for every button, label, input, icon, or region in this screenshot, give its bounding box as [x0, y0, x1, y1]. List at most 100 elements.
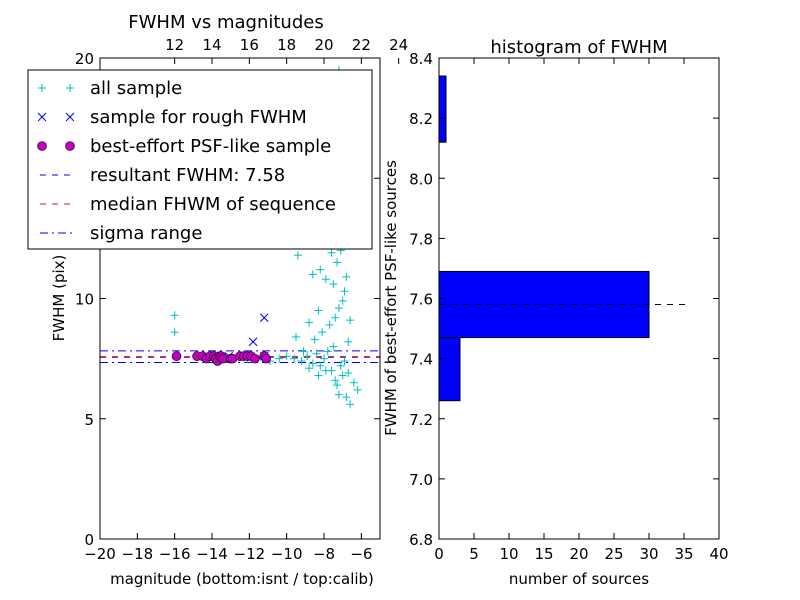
top-tick-label: 20	[314, 36, 333, 54]
top-tick-label: 14	[202, 36, 221, 54]
x-tick-label: 5	[469, 545, 479, 563]
circle-marker	[65, 141, 75, 151]
plus-marker	[342, 272, 351, 281]
top-tick-label: 16	[240, 36, 259, 54]
plus-marker	[297, 357, 306, 366]
plus-marker	[305, 364, 314, 373]
x-tick-label: −6	[350, 545, 372, 563]
plus-marker	[308, 359, 317, 368]
y-tick-label: 10	[75, 291, 94, 309]
x-marker	[259, 313, 269, 323]
histogram-title: histogram of FWHM	[490, 37, 667, 58]
histogram-y-ticks: 6.8 7.0 7.2 7.4 7.6 7.8 8.0 8.2 8.4	[409, 50, 719, 549]
x-tick-label: −12	[234, 545, 266, 563]
plus-marker	[314, 371, 323, 380]
plus-marker	[353, 385, 362, 394]
plus-marker	[321, 366, 330, 375]
x-tick-label: 25	[604, 545, 623, 563]
histogram-x-ticks: 0 5 10 15 20 25 30 35 40	[434, 58, 729, 563]
top-tick-label: 12	[165, 36, 184, 54]
y-tick-label: 7.0	[409, 471, 433, 489]
x-tick-label: −16	[159, 545, 191, 563]
plus-marker	[346, 400, 355, 409]
x-tick-label: −18	[122, 545, 154, 563]
plus-marker	[338, 371, 347, 380]
histogram-frame	[438, 57, 720, 540]
y-tick-label: 5	[84, 411, 94, 429]
plus-marker	[170, 311, 179, 320]
plus-marker	[170, 328, 179, 337]
scatter-title: FWHM vs magnitudes	[128, 12, 323, 33]
circle-marker	[171, 351, 182, 362]
legend-entry: sigma range	[40, 223, 202, 244]
scatter-panel: FWHM vs magnitudes 12 14 16 18 20 22 24 −20 −18…	[27, 12, 408, 588]
legend-entry: median FHWM of sequence	[40, 194, 336, 215]
y-tick-label: 7.2	[409, 411, 433, 429]
top-tick-label: 22	[352, 36, 371, 54]
scatter-y-label: FWHM (pix)	[50, 255, 68, 342]
legend-entry: sample for rough FWHM	[37, 107, 307, 128]
histogram-bar	[438, 270, 650, 339]
plus-marker	[282, 352, 291, 361]
legend-label: median FHWM of sequence	[90, 194, 336, 215]
top-tick-label: 18	[277, 36, 296, 54]
plus-marker	[66, 84, 74, 92]
plus-marker	[314, 306, 323, 315]
x-tick-label: 20	[569, 545, 588, 563]
plus-marker	[340, 287, 349, 296]
legend-entries: all sample sample for rough FWHM best-effo…	[37, 78, 336, 244]
x-tick-label: −10	[271, 545, 303, 563]
x-tick-label: −20	[84, 545, 116, 563]
plus-marker	[320, 354, 328, 363]
plus-marker	[316, 361, 325, 370]
plus-marker	[334, 390, 343, 399]
plus-marker	[346, 316, 355, 325]
plus-marker	[312, 349, 321, 358]
plus-marker	[338, 296, 347, 305]
scatter-x-ticks: −20 −18 −16 −14 −12 −10 −8 −6	[84, 533, 372, 563]
histogram-y-label: FWHM of best-effort PSF-like sources	[382, 160, 400, 436]
plus-marker	[333, 258, 342, 267]
scatter-frame	[99, 57, 381, 540]
legend-entry: resultant FWHM: 7.58	[40, 165, 285, 186]
x-tick-label: 0	[434, 545, 444, 563]
histogram-x-label: number of sources	[509, 570, 649, 588]
legend-label: sample for rough FWHM	[90, 107, 307, 128]
plus-marker	[340, 357, 349, 366]
plus-marker	[303, 352, 312, 361]
scatter-legend: all sample sample for rough FWHM best-effo…	[27, 69, 373, 250]
x-tick-label: 15	[534, 545, 553, 563]
plus-marker	[344, 369, 353, 378]
plus-marker	[38, 84, 46, 92]
plus-marker	[293, 251, 302, 260]
legend-label: resultant FWHM: 7.58	[90, 165, 285, 186]
scatter-top-ticks: 12 14 16 18 20 22 24	[165, 36, 408, 64]
plus-marker	[325, 320, 334, 329]
plus-marker	[292, 332, 300, 341]
legend-label: best-effort PSF-like sample	[90, 136, 331, 157]
x-marker	[248, 337, 258, 347]
plus-marker	[290, 354, 299, 363]
y-tick-label: 7.6	[409, 291, 433, 309]
plus-marker	[310, 335, 319, 344]
plus-marker	[336, 361, 345, 370]
x-tick-label: 30	[639, 545, 658, 563]
legend-entry: best-effort PSF-like sample	[37, 136, 331, 157]
scatter-reference-lines	[100, 350, 380, 363]
x-tick-label: −14	[196, 545, 228, 563]
x-tick-label: 40	[709, 545, 728, 563]
y-tick-label: 0	[84, 531, 94, 549]
histogram-bar	[438, 337, 461, 402]
plus-marker	[321, 275, 330, 284]
circle-marker	[261, 353, 271, 364]
plus-marker	[299, 347, 308, 356]
top-tick-label: 24	[389, 36, 408, 54]
plus-marker	[344, 337, 353, 346]
plus-marker	[331, 376, 340, 385]
plus-marker	[316, 265, 325, 274]
y-tick-label: 20	[75, 50, 94, 68]
histogram-panel: histogram of FWHM 0 5 10 15 20 25 30 35 40 6.8 7.…	[382, 37, 729, 588]
plus-marker	[318, 328, 327, 337]
legend-label: all sample	[90, 78, 182, 99]
